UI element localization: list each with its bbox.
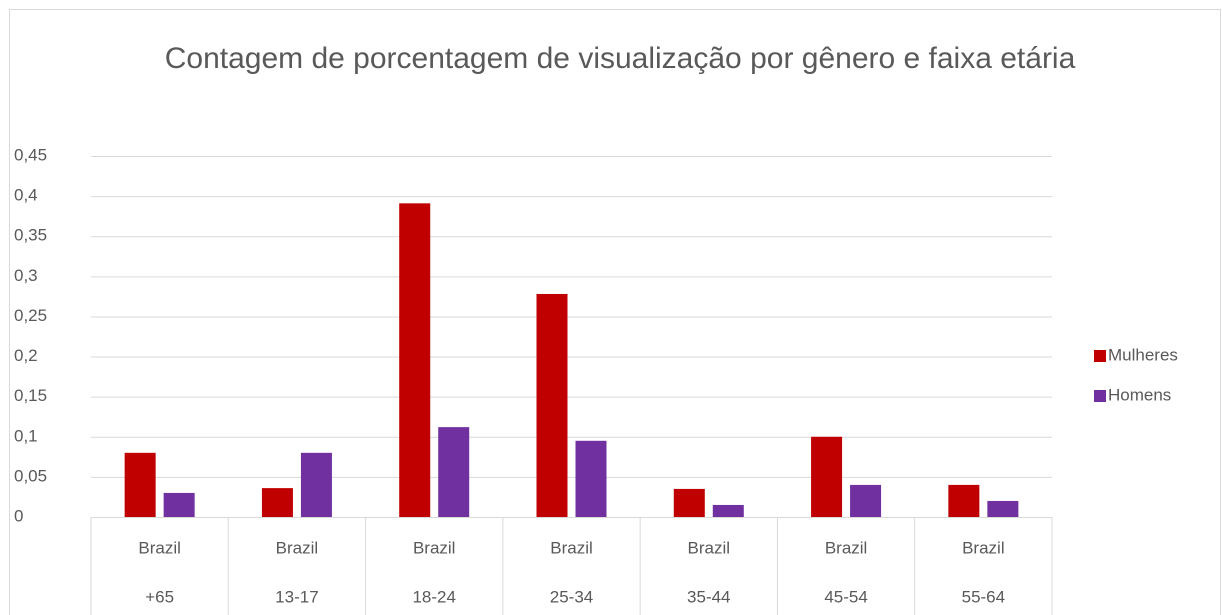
x-group-label: Brazil xyxy=(276,538,319,557)
x-tick-label: +65 xyxy=(145,587,174,606)
bar xyxy=(536,293,568,517)
bar xyxy=(163,492,195,517)
bar xyxy=(948,484,980,517)
bar xyxy=(124,452,156,517)
y-tick-label: 0 xyxy=(14,506,23,525)
bar xyxy=(811,436,843,517)
bar xyxy=(850,484,882,517)
bar xyxy=(399,203,431,517)
y-tick-label: 0,45 xyxy=(14,145,47,164)
x-group-label: Brazil xyxy=(825,538,868,557)
bar xyxy=(987,500,1019,517)
x-group-label: Brazil xyxy=(550,538,593,557)
chart-title: Contagem de porcentagem de visualização … xyxy=(164,42,1076,75)
legend-swatch xyxy=(1094,350,1106,362)
legend-label: Homens xyxy=(1108,385,1171,404)
bar xyxy=(575,440,607,517)
bar xyxy=(673,488,705,517)
x-group-label: Brazil xyxy=(962,538,1005,557)
bar xyxy=(300,452,332,517)
y-tick-label: 0,2 xyxy=(14,346,38,365)
bar xyxy=(712,504,744,517)
legend-swatch xyxy=(1094,390,1106,402)
y-tick-label: 0,05 xyxy=(14,466,47,485)
y-tick-label: 0,4 xyxy=(14,186,38,205)
x-tick-label: 35-44 xyxy=(687,587,730,606)
x-tick-label: 25-34 xyxy=(550,587,593,606)
x-group-label: Brazil xyxy=(138,538,181,557)
chart-border xyxy=(9,9,1221,615)
y-tick-label: 0,35 xyxy=(14,226,47,245)
x-tick-label: 13-17 xyxy=(275,587,318,606)
x-group-label: Brazil xyxy=(413,538,456,557)
x-group-label: Brazil xyxy=(688,538,731,557)
x-tick-label: 45-54 xyxy=(824,587,867,606)
bar xyxy=(438,427,470,517)
x-tick-label: 55-64 xyxy=(962,587,1005,606)
legend-label: Mulheres xyxy=(1108,345,1178,364)
x-tick-label: 18-24 xyxy=(412,587,455,606)
bar xyxy=(261,488,293,517)
y-tick-label: 0,3 xyxy=(14,266,38,285)
y-tick-label: 0,25 xyxy=(14,306,47,325)
y-tick-label: 0,1 xyxy=(14,426,38,445)
y-tick-label: 0,15 xyxy=(14,386,47,405)
